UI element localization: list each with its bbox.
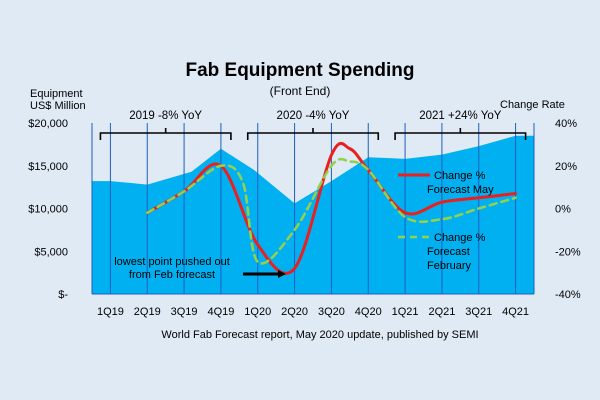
chart-title: Fab Equipment Spending xyxy=(185,60,414,81)
left-tick-label: $15,000 xyxy=(28,161,68,173)
change-line-february xyxy=(146,157,517,265)
legend-label-february-2: Forecast xyxy=(427,246,470,258)
x-tick-label: 1Q21 xyxy=(392,306,419,318)
legend-label-february-1: Change % xyxy=(434,232,486,244)
annotation-text-1: lowest point pushed out xyxy=(114,256,230,268)
legend-label-may-1: Change % xyxy=(434,170,486,182)
left-tick-label: $20,000 xyxy=(28,118,68,130)
x-tick-label: 2Q21 xyxy=(428,306,455,318)
right-tick-label: -40% xyxy=(555,289,581,301)
chart-subtitle: (Front End) xyxy=(270,84,331,98)
x-tick-label: 4Q19 xyxy=(207,306,234,318)
x-tick-label: 3Q20 xyxy=(318,306,345,318)
x-tick-label: 2Q20 xyxy=(281,306,308,318)
right-tick-label: 20% xyxy=(555,161,577,173)
left-tick-label: $10,000 xyxy=(28,204,68,216)
plot-area: 1Q19 2Q19 3Q19 4Q19 1Q20 2Q20 3Q20 4Q20 1Q21 2Q21… xyxy=(28,110,581,318)
year-2019-label: 2019 -8% YoY xyxy=(129,110,202,122)
x-tick-label: 3Q19 xyxy=(171,306,198,318)
left-tick-label: $- xyxy=(58,289,68,301)
legend-label-february-3: February xyxy=(427,260,472,272)
x-tick-label: 2Q19 xyxy=(134,306,161,318)
source-note: World Fab Forecast report, May 2020 upda… xyxy=(161,329,478,341)
x-tick-label: 3Q21 xyxy=(465,306,492,318)
right-tick-label: 0% xyxy=(555,204,571,216)
annotation-text-2: from Feb forecast xyxy=(129,269,215,281)
x-tick-label: 1Q19 xyxy=(97,306,124,318)
x-tick-label: 4Q20 xyxy=(355,306,382,318)
left-axis-label-2: US$ Million xyxy=(30,100,86,112)
right-axis-label: Change Rate xyxy=(500,99,565,111)
left-axis-label-1: Equipment xyxy=(30,88,83,100)
x-tick-label: 4Q21 xyxy=(502,306,529,318)
annotation-arrow-head xyxy=(278,270,286,278)
right-tick-label: 40% xyxy=(555,118,577,130)
year-2021-label: 2021 +24% YoY xyxy=(419,110,502,122)
year-2020-label: 2020 -4% YoY xyxy=(277,110,350,122)
legend-label-may-2: Forecast May xyxy=(427,184,494,196)
x-tick-label: 1Q20 xyxy=(244,306,271,318)
left-tick-label: $5,000 xyxy=(34,246,68,258)
right-tick-label: -20% xyxy=(555,246,581,258)
